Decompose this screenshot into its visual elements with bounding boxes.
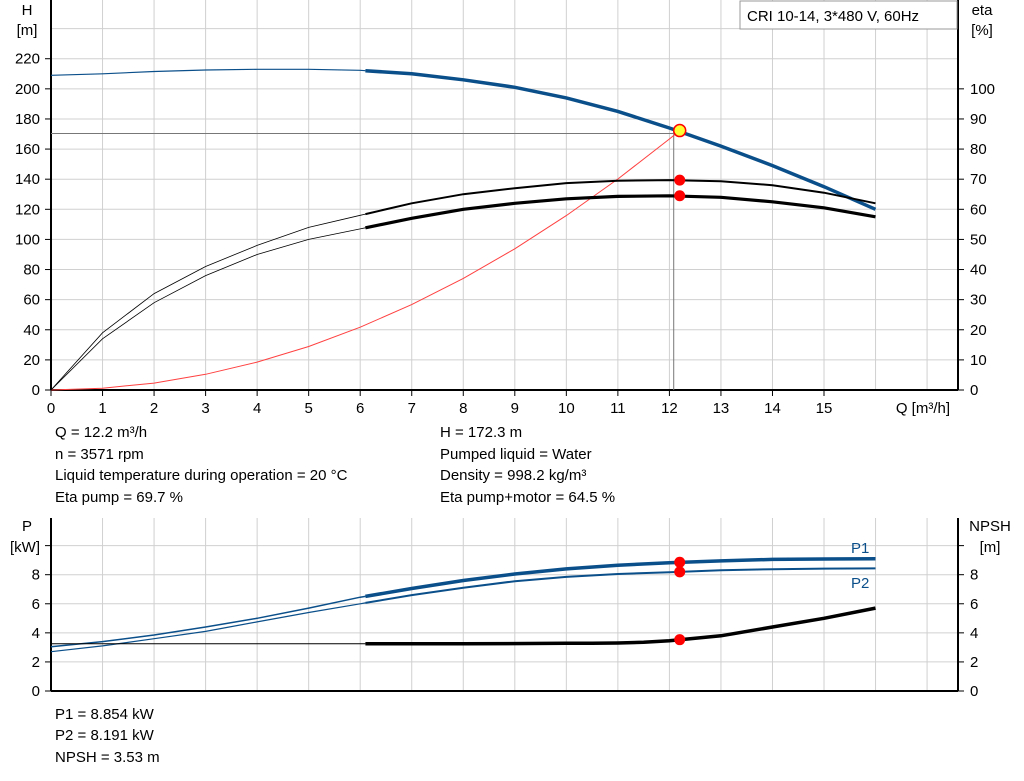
p2-series-label: P2 [851, 575, 869, 592]
info-eta-pump: Eta pump = 69.7 % [55, 489, 183, 506]
x-tick-label: 14 [764, 400, 781, 417]
y2-tick-label: 80 [970, 141, 987, 158]
x-tick-label: 13 [713, 400, 730, 417]
y-axis-label: H [22, 2, 33, 19]
info-q: Q = 12.2 m³/h [55, 424, 148, 441]
y-tick-label: 200 [15, 81, 40, 98]
info-npsh: NPSH = 3.53 m [55, 749, 160, 766]
y-tick-label: 20 [23, 352, 40, 369]
y-tick-label: 180 [15, 111, 40, 128]
y2-axis-label: eta [972, 2, 994, 19]
duty-point-marker [672, 123, 687, 138]
x-tick-label: 0 [47, 400, 55, 417]
x-tick-label: 7 [408, 400, 416, 417]
y-axis-label: P [22, 518, 32, 535]
y2-tick-label: 0 [970, 382, 978, 399]
y2-tick-label: 100 [970, 81, 995, 98]
y-tick-label: 140 [15, 171, 40, 188]
y2-axis-label: NPSH [969, 518, 1011, 535]
h-curve-thin [50, 68, 366, 76]
y-tick-label: 220 [15, 51, 40, 68]
p1-curve-thin [50, 595, 366, 648]
y2-tick-label: 60 [970, 201, 987, 218]
x-tick-label: 4 [253, 400, 261, 417]
y-tick-label: 8 [32, 567, 40, 584]
p2-curve-thin [50, 602, 366, 653]
info-h: H = 172.3 m [440, 424, 523, 441]
y-axis-unit: [kW] [10, 539, 40, 556]
y-tick-label: 6 [32, 596, 40, 613]
p1-series-label: P1 [851, 540, 869, 557]
y-tick-label: 2 [32, 654, 40, 671]
y2-tick-label: 70 [970, 171, 987, 188]
p1-curve [365, 556, 876, 599]
y2-tick-label: 0 [970, 683, 978, 700]
x-tick-label: 3 [201, 400, 209, 417]
y2-tick-label: 6 [970, 596, 978, 613]
npsh-marker [674, 634, 686, 646]
p2-curve [365, 567, 876, 604]
npsh-curve [365, 606, 876, 646]
eta-pump-curve-thin [50, 213, 366, 391]
eta-pump-curve [365, 179, 876, 216]
y2-tick-label: 30 [970, 292, 987, 309]
y2-tick-label: 50 [970, 231, 987, 248]
y2-tick-label: 4 [970, 625, 978, 642]
x-tick-label: 8 [459, 400, 467, 417]
y2-tick-label: 2 [970, 654, 978, 671]
y2-axis-unit: [%] [971, 22, 993, 39]
info-speed: n = 3571 rpm [55, 446, 144, 463]
info-temp: Liquid temperature during operation = 20… [55, 467, 348, 484]
x-tick-label: 6 [356, 400, 364, 417]
y2-tick-label: 20 [970, 322, 987, 339]
x-tick-label: 2 [150, 400, 158, 417]
chart-title: CRI 10-14, 3*480 V, 60Hz [747, 8, 919, 25]
y2-tick-label: 40 [970, 262, 987, 279]
x-tick-label: 5 [304, 400, 312, 417]
x-tick-label: 9 [511, 400, 519, 417]
y2-tick-label: 90 [970, 111, 987, 128]
p2-marker [674, 566, 686, 578]
p1-marker [674, 556, 686, 568]
y-tick-label: 4 [32, 625, 40, 642]
eta-total-curve [365, 194, 876, 230]
h-curve [365, 68, 877, 211]
eta-pump-marker [674, 174, 686, 186]
y-tick-label: 60 [23, 292, 40, 309]
x-tick-label: 11 [610, 400, 626, 417]
y-tick-label: 0 [32, 683, 40, 700]
info-density: Density = 998.2 kg/m³ [440, 467, 587, 484]
title-box [739, 0, 958, 30]
y-axis-unit: [m] [17, 22, 38, 39]
x-axis-label: Q [m³/h] [896, 400, 950, 417]
y-tick-label: 160 [15, 141, 40, 158]
y2-axis-unit: [m] [980, 539, 1001, 556]
x-tick-label: 15 [816, 400, 833, 417]
x-tick-label: 1 [98, 400, 106, 417]
info-eta-total: Eta pump+motor = 64.5 % [440, 489, 616, 506]
y-tick-label: 100 [15, 231, 40, 248]
info-p1: P1 = 8.854 kW [55, 706, 154, 723]
y2-tick-label: 8 [970, 567, 978, 584]
y2-tick-label: 10 [970, 352, 987, 369]
x-tick-label: 10 [558, 400, 575, 417]
eta-total-marker [674, 190, 686, 202]
y-tick-label: 80 [23, 262, 40, 279]
x-tick-label: 12 [661, 400, 678, 417]
info-liquid: Pumped liquid = Water [440, 446, 592, 463]
y-tick-label: 0 [32, 382, 40, 399]
y-tick-label: 40 [23, 322, 40, 339]
info-p2: P2 = 8.191 kW [55, 727, 154, 744]
system-curve [50, 130, 681, 391]
y-tick-label: 120 [15, 201, 40, 218]
eta-total-curve-thin [50, 227, 366, 391]
